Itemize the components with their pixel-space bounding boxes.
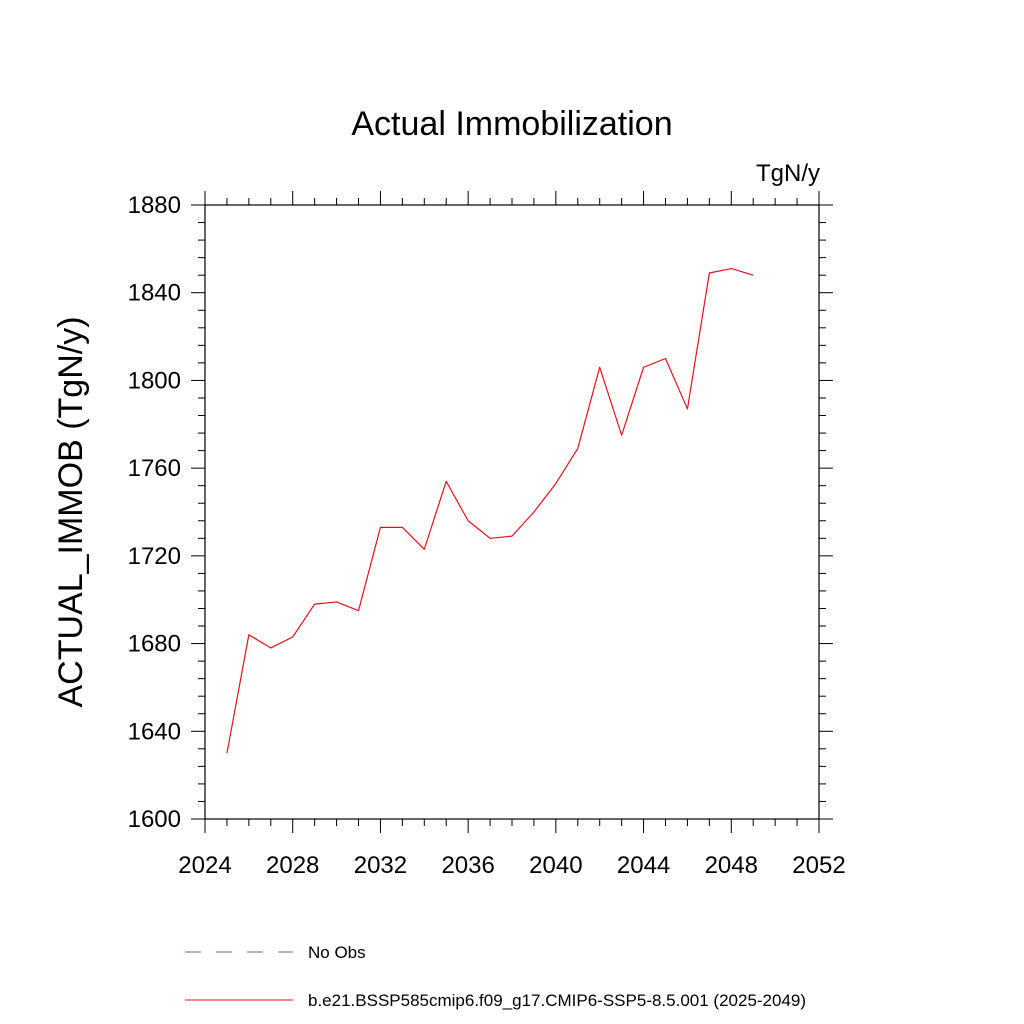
chart-title: Actual Immobilization [351,105,672,143]
x-tick-label: 2036 [441,852,494,879]
legend-label: No Obs [308,943,366,962]
x-tick-label: 2028 [266,852,319,879]
series-line [226,267,754,754]
legend: No Obs b.e21.BSSP585cmip6.f09_g17.CMIP6-S… [185,943,806,1010]
x-axis-ticks: 2024 2028 2032 2036 2040 2044 2048 2052 [178,191,846,879]
x-tick-label: 2024 [178,852,231,879]
y-tick-label: 1640 [128,718,181,745]
x-tick-label: 2032 [354,852,407,879]
units-label: TgN/y [756,160,820,187]
series-layer [226,267,754,754]
y-tick-label: 1880 [128,192,181,219]
y-tick-label: 1600 [128,806,181,833]
y-tick-label: 1800 [128,367,181,394]
legend-label: b.e21.BSSP585cmip6.f09_g17.CMIP6-SSP5-8.… [308,991,806,1010]
x-tick-label: 2048 [705,852,758,879]
y-tick-label: 1760 [128,455,181,482]
y-axis-label: ACTUAL_IMMOB (TgN/y) [52,316,90,707]
y-tick-label: 1840 [128,280,181,307]
x-tick-label: 2040 [529,852,582,879]
plot-frame [204,204,820,820]
x-tick-label: 2044 [617,852,670,879]
x-tick-label: 2052 [792,852,845,879]
y-axis-ticks: 1600 1640 1680 1720 1760 1800 1840 1880 [128,192,833,833]
y-tick-label: 1680 [128,631,181,658]
y-tick-label: 1720 [128,543,181,570]
